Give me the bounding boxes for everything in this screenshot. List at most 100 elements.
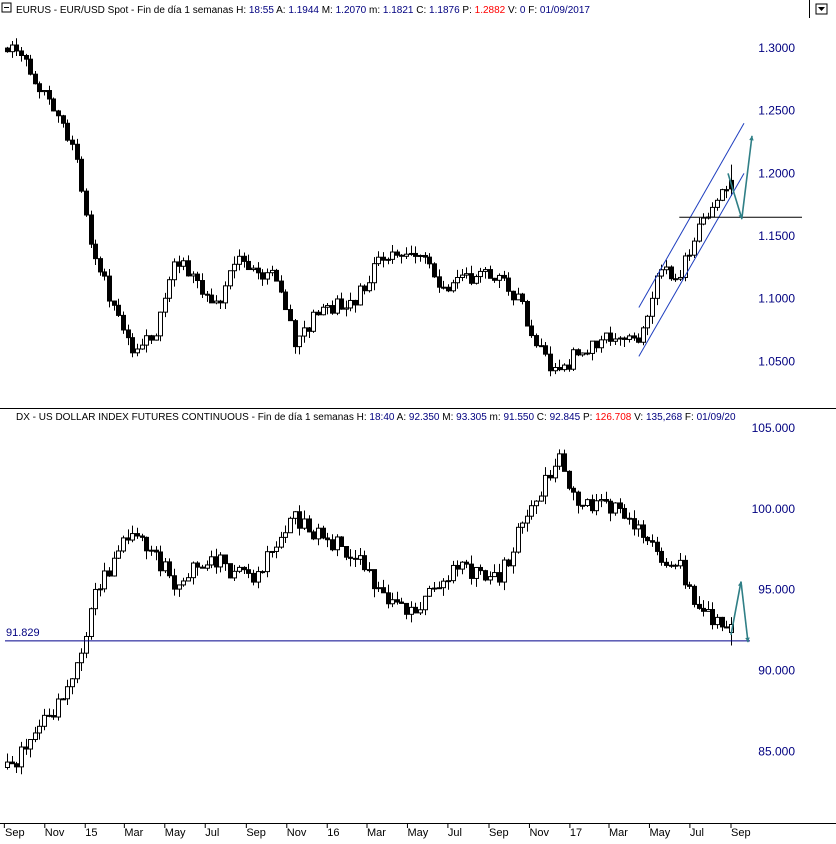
candle-body (557, 453, 562, 467)
candle-body (89, 214, 94, 245)
candle-body (483, 570, 488, 581)
candle-body (121, 314, 126, 331)
candle-body (571, 487, 576, 493)
candle-body (93, 243, 98, 260)
candle-body (42, 90, 47, 93)
candle-body (432, 587, 437, 590)
candle-body (270, 550, 275, 553)
candle-body (697, 223, 702, 242)
candle-body (209, 556, 214, 566)
candle-body (274, 269, 279, 282)
candle-body (51, 98, 56, 112)
up-arrow-head (749, 135, 754, 141)
candle-body (534, 500, 539, 507)
candle-body (441, 286, 446, 289)
candle-body (293, 511, 298, 519)
up-arrow (741, 135, 753, 218)
x-tick-label: May (165, 827, 186, 839)
x-tick-label: 17 (570, 827, 582, 839)
x-tick-label: Mar (367, 827, 386, 839)
candle-body (177, 584, 182, 590)
candle-body (497, 572, 502, 583)
candle-body (246, 569, 251, 574)
candle-body (232, 570, 237, 579)
candle-body (223, 554, 228, 565)
support-line-label: 91.829 (6, 627, 40, 639)
candle-body (548, 353, 553, 372)
candle-body (543, 345, 548, 355)
candle-body (423, 595, 428, 611)
candle-body (140, 344, 145, 350)
candle-body (427, 256, 432, 265)
candle-body (242, 255, 247, 262)
candle-body (687, 584, 692, 587)
candle-body (223, 285, 228, 304)
candle-body (399, 254, 404, 257)
candle-body (283, 291, 288, 311)
candle-body (37, 83, 42, 93)
candle-body (580, 352, 585, 356)
candle-body (19, 746, 24, 768)
x-tick-label: Nov (287, 827, 307, 839)
candle-body (209, 294, 214, 304)
candle-body (181, 260, 186, 267)
candle-body (529, 325, 534, 337)
collapse-panel-button[interactable] (1, 2, 12, 13)
candle-body (724, 626, 729, 629)
candle-body (339, 536, 344, 548)
candle-body (37, 725, 42, 734)
candle-body (163, 561, 168, 572)
candle-body (362, 285, 367, 292)
candle-body (590, 340, 595, 354)
candle-body (135, 348, 140, 354)
candle-body (75, 662, 80, 680)
candle-body (441, 580, 446, 589)
candle-body (307, 327, 312, 332)
candle-body (636, 337, 641, 343)
candle-body (497, 274, 502, 281)
candle-body (330, 539, 335, 551)
candle-body (427, 587, 432, 597)
candle-body (669, 564, 674, 567)
candle-body (65, 122, 70, 141)
panel-menu-button[interactable] (815, 3, 828, 15)
candle-body (297, 511, 302, 529)
candle-body (200, 566, 205, 569)
candle-body (61, 115, 66, 124)
candle-body (70, 139, 75, 145)
candle-body (51, 715, 56, 718)
x-tick-label: Mar (609, 827, 628, 839)
dropdown-triangle-icon (818, 7, 825, 11)
candle-body (553, 465, 558, 479)
candle-body (650, 540, 655, 543)
candle-body (692, 585, 697, 605)
candle-body (460, 561, 465, 570)
candle-body (186, 260, 191, 277)
candle-body (279, 280, 284, 293)
x-tick-label: May (407, 827, 428, 839)
candle-body (678, 276, 683, 280)
candle-body (659, 269, 664, 277)
candle-body (130, 533, 135, 541)
candle-body (529, 505, 534, 517)
down-arrow (727, 173, 743, 220)
candle-body (618, 337, 623, 340)
candle-body (437, 276, 442, 288)
candle-body (237, 566, 242, 572)
candle-body (399, 601, 404, 604)
candle-body (283, 532, 288, 538)
candle-body (107, 570, 112, 577)
x-tick-label: Nov (45, 827, 65, 839)
candle-body (200, 280, 205, 295)
candle-body (348, 299, 353, 309)
candle-body (562, 453, 567, 472)
candle-body (692, 240, 697, 256)
candle-body (79, 652, 84, 664)
candle-body (622, 507, 627, 519)
candle-body (28, 739, 33, 750)
candle-body (172, 575, 177, 590)
candle-body (599, 339, 604, 349)
candle-body (511, 551, 516, 567)
